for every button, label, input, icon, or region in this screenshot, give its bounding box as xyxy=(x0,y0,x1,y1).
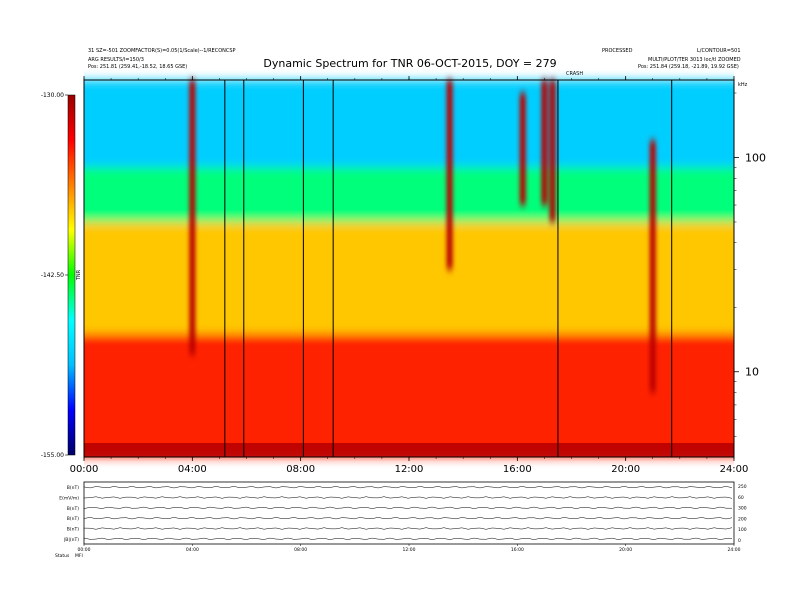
colorbar-tick-label: -155.00 xyxy=(41,452,64,459)
bottom-x-tick-label: 04:00 xyxy=(186,547,199,553)
background-bands xyxy=(84,80,734,457)
bursts-group xyxy=(189,80,656,393)
colorbar-label: TNR xyxy=(76,269,82,281)
radio-burst xyxy=(549,80,556,222)
x-tick-label: 04:00 xyxy=(178,464,207,475)
colorbar-gradient xyxy=(67,94,76,456)
chart-title: Dynamic Spectrum for TNR 06-OCT-2015, DO… xyxy=(263,57,557,70)
x-tick-label: 24:00 xyxy=(720,464,749,475)
header-position-right: Pos: 251.84 (259.18, -21.89, 19.92 GSE) xyxy=(638,64,739,70)
bottom-right-tick: 200 xyxy=(738,516,747,522)
header-info-line2: ARG RESULTS/I=150/3 xyxy=(88,57,144,63)
radio-burst xyxy=(446,80,453,270)
background-band xyxy=(84,80,734,168)
bottom-right-tick: 60 xyxy=(738,495,744,501)
radio-burst xyxy=(519,93,526,206)
bottom-row-label: B(nT) xyxy=(67,516,79,522)
bottom-row-label: |B|(nT) xyxy=(64,537,79,543)
x-tick-label: 00:00 xyxy=(70,464,99,475)
header-position-left: Pos: 251.81 (259.41,-18.52, 18.65 GSE) xyxy=(88,64,188,70)
y-tick-label: 100 xyxy=(745,151,766,164)
bottom-row-label: B(nT) xyxy=(67,506,79,512)
colorbar: -130.00 -142.50 -155.00 TNR xyxy=(41,92,82,459)
bottom-x-tick-label: 00:00 xyxy=(78,547,91,553)
colorbar-tick-label: -130.00 xyxy=(41,92,64,99)
magnetometer-panel: B(nT) E(mV/m) B(nT) B(nT) B(nT) |B|(nT) 250 60 3… xyxy=(55,481,747,559)
bottom-footer-label: Status xyxy=(55,553,70,559)
bottom-right-tick: 0 xyxy=(738,538,741,544)
header-info-right1: PROCESSED xyxy=(602,48,633,54)
bottom-right-tick: 100 xyxy=(738,527,747,533)
bottom-footer-value: MFI xyxy=(75,553,83,559)
y-tick-label: 10 xyxy=(745,366,759,379)
spectrogram-area xyxy=(83,79,735,458)
bottom-x-tick-label: 08:00 xyxy=(294,547,307,553)
x-tick-label: 20:00 xyxy=(611,464,640,475)
radio-burst xyxy=(189,80,196,355)
x-tick-label: 12:00 xyxy=(395,464,424,475)
bottom-row-label: B(nT) xyxy=(67,527,79,533)
bottom-trace xyxy=(83,496,733,499)
bottom-trace xyxy=(83,486,733,489)
unit-tag: kHz xyxy=(738,82,748,88)
header-info-right2: L/CONTOUR=501 xyxy=(697,48,741,54)
bottom-x-tick-label: 16:00 xyxy=(511,547,524,553)
bottom-trace xyxy=(83,506,733,509)
background-band xyxy=(84,334,734,457)
bottom-x-tick-label: 12:00 xyxy=(403,547,416,553)
radio-burst xyxy=(541,80,548,206)
bottom-x-tick-label: 24:00 xyxy=(728,547,741,553)
bottom-right-tick: 300 xyxy=(738,506,747,512)
event-mark-label: CRASH xyxy=(566,71,584,77)
low-frequency-strip xyxy=(84,443,734,457)
bottom-panel-frame xyxy=(83,481,735,545)
x-tick-label: 16:00 xyxy=(503,464,532,475)
bottom-row-label: E(mV/m) xyxy=(59,496,79,502)
background-band xyxy=(84,167,734,222)
bottom-right-tick: 250 xyxy=(738,484,747,490)
bottom-trace xyxy=(83,517,733,520)
bottom-row-label: B(nT) xyxy=(67,485,79,491)
background-band xyxy=(84,221,734,335)
header-info-line1: 31 SZ=-501 ZOOMFACTOR(S)=0.05(1/Scale)--… xyxy=(88,48,236,54)
bottom-x-tick-label: 20:00 xyxy=(619,547,632,553)
x-tick-label: 08:00 xyxy=(286,464,315,475)
bottom-trace xyxy=(83,527,733,530)
colorbar-tick-label: -142.50 xyxy=(41,272,64,279)
header-info-right3: MULTI/PLOT/TER 3013 loc/tl ZOOMED xyxy=(648,57,741,63)
chart-axes: 00:00 04:00 08:00 12:00 16:00 20:00 24:00 100 10 xyxy=(70,76,766,475)
radio-burst xyxy=(649,140,656,393)
bottom-trace xyxy=(83,537,733,540)
